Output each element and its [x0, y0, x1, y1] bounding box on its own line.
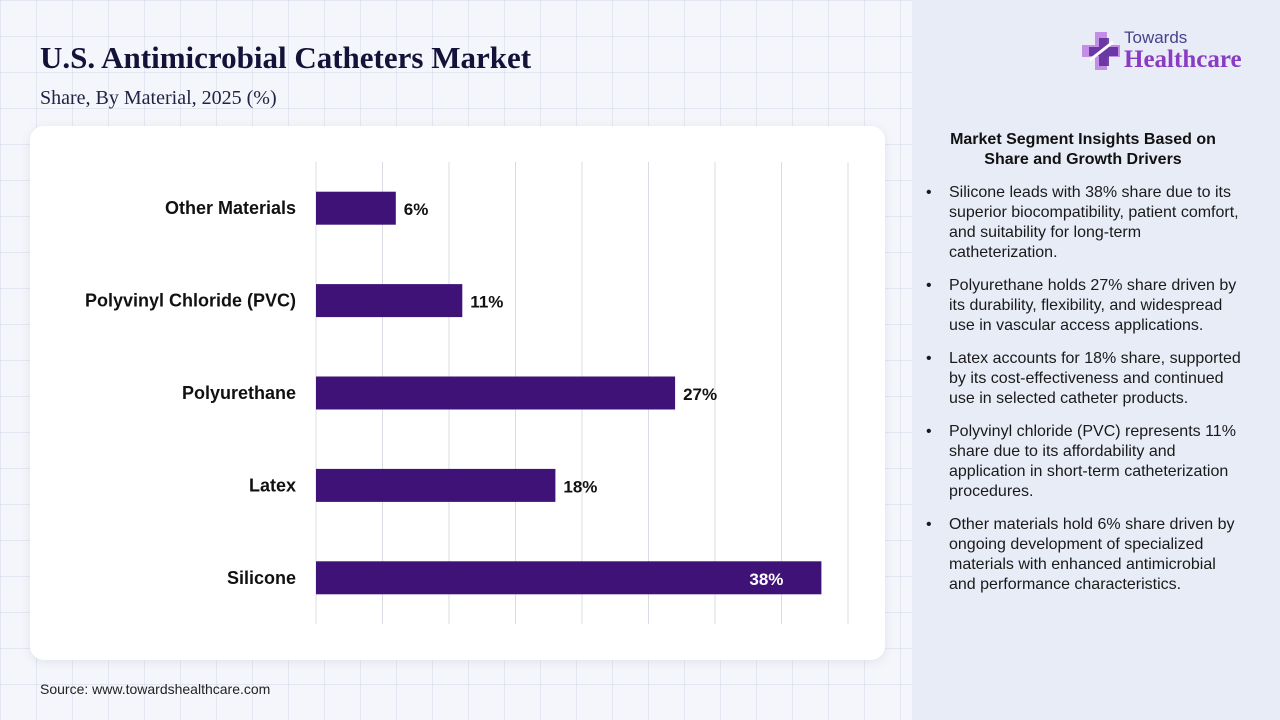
- insight-item: Polyvinyl chloride (PVC) represents 11% …: [924, 422, 1244, 502]
- data-label: 11%: [470, 293, 503, 312]
- bar: [316, 468, 556, 502]
- category-label: Silicone: [227, 568, 296, 588]
- insights-title: Market Segment Insights Based on Share a…: [950, 131, 1216, 168]
- page-title: U.S. Antimicrobial Catheters Market: [40, 40, 532, 75]
- data-label: 38%: [749, 570, 783, 589]
- data-label: 18%: [563, 477, 597, 496]
- data-label: 27%: [683, 385, 717, 404]
- category-label: Other Materials: [165, 198, 296, 218]
- chart-card: Other Materials 6% Polyvinyl Chloride (PVC…: [30, 126, 885, 660]
- bar: [316, 561, 822, 595]
- insight-item: Latex accounts for 18% share, supported …: [924, 349, 1244, 409]
- bar: [316, 376, 676, 410]
- category-label: Polyurethane: [182, 383, 296, 403]
- page-subtitle: Share, By Material, 2025 (%): [40, 87, 277, 109]
- bar: [316, 284, 463, 318]
- bar-chart: Other Materials 6% Polyvinyl Chloride (PVC…: [85, 162, 849, 624]
- logo-text-main: Healthcare: [1124, 46, 1242, 73]
- insight-item: Silicone leads with 38% share due to its…: [924, 183, 1244, 263]
- category-label: Polyvinyl Chloride (PVC): [85, 291, 296, 311]
- brand-logo: Towards Healthcare: [1080, 26, 1260, 82]
- medical-cross-icon: [1082, 32, 1120, 70]
- logo-text-top: Towards: [1124, 28, 1188, 47]
- insight-item: Other materials hold 6% share driven by …: [924, 515, 1244, 595]
- source-note: Source: www.towardshealthcare.com: [40, 681, 271, 697]
- insights-list: Silicone leads with 38% share due to its…: [924, 183, 1244, 608]
- data-label: 6%: [404, 200, 429, 219]
- insight-item: Polyurethane holds 27% share driven by i…: [924, 276, 1244, 336]
- category-label: Latex: [249, 475, 296, 495]
- bar: [316, 191, 396, 225]
